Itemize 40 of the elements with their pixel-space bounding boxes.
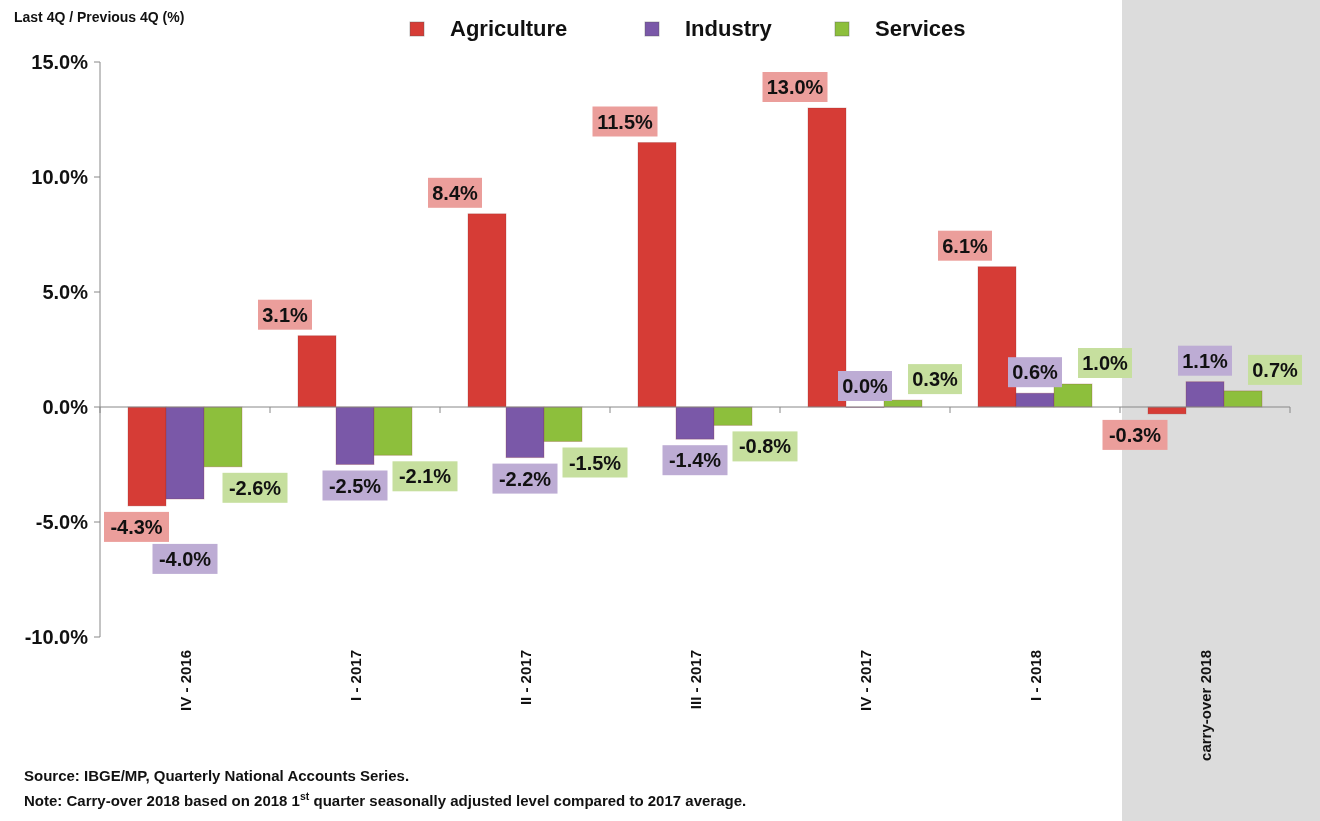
data-label: 0.6% bbox=[1012, 361, 1059, 384]
data-label: -1.4% bbox=[668, 449, 722, 472]
source-note: Source: IBGE/MP, Quarterly National Accounts Series. bbox=[24, 767, 410, 784]
data-label: 13.0% bbox=[766, 76, 824, 98]
data-label: -4.3% bbox=[110, 515, 163, 538]
data-label: 0.7% bbox=[1252, 358, 1299, 381]
x-tick-label: III - 2017 bbox=[687, 650, 704, 710]
data-label: 6.1% bbox=[942, 234, 989, 257]
data-label: 8.4% bbox=[432, 181, 479, 204]
data-label: 0.0% bbox=[842, 375, 889, 397]
data-label: 0.3% bbox=[912, 368, 959, 391]
x-tick-label: I - 2018 bbox=[1027, 650, 1044, 701]
data-label: 1.0% bbox=[1082, 352, 1129, 374]
y-tick-label: 0.0% bbox=[42, 396, 89, 418]
data-label: -0.8% bbox=[738, 435, 792, 458]
legend-label: Industry bbox=[685, 16, 773, 41]
text: Note: Carry-over 2018 based on 2018 1$^{st}$ quarter seasonally adjusted level compared to 2017 average. bbox=[24, 790, 747, 809]
data-label: 1.1% bbox=[1182, 349, 1229, 372]
y-tick-label: 10.0% bbox=[31, 166, 89, 188]
x-tick-label: II - 2017 bbox=[517, 650, 534, 706]
y-tick-label: -5.0% bbox=[35, 511, 89, 533]
y-tick-label: 15.0% bbox=[31, 51, 89, 73]
y-tick-label: -10.0% bbox=[24, 626, 89, 648]
y-axis-title: Last 4Q / Previous 4Q (%) bbox=[14, 9, 185, 25]
x-tick-label: I - 2017 bbox=[347, 650, 364, 701]
x-tick-label: carry-over 2018 bbox=[1197, 650, 1214, 761]
legend-label: Agriculture bbox=[450, 16, 568, 41]
data-label: 11.5% bbox=[597, 110, 654, 133]
legend-label: Services bbox=[875, 16, 966, 41]
data-label: 3.1% bbox=[262, 303, 309, 326]
data-label: -4.0% bbox=[158, 547, 212, 570]
x-tick-label: IV - 2016 bbox=[177, 650, 194, 711]
data-label: -2.2% bbox=[498, 467, 552, 490]
x-tick-label: IV - 2017 bbox=[857, 650, 874, 711]
data-label: -0.3% bbox=[1108, 423, 1162, 446]
data-label: -2.6% bbox=[228, 476, 282, 499]
data-label: -1.5% bbox=[568, 451, 622, 474]
data-label: -2.1% bbox=[398, 465, 452, 488]
y-tick-label: 5.0% bbox=[42, 281, 89, 303]
data-label: -2.5% bbox=[328, 474, 382, 497]
